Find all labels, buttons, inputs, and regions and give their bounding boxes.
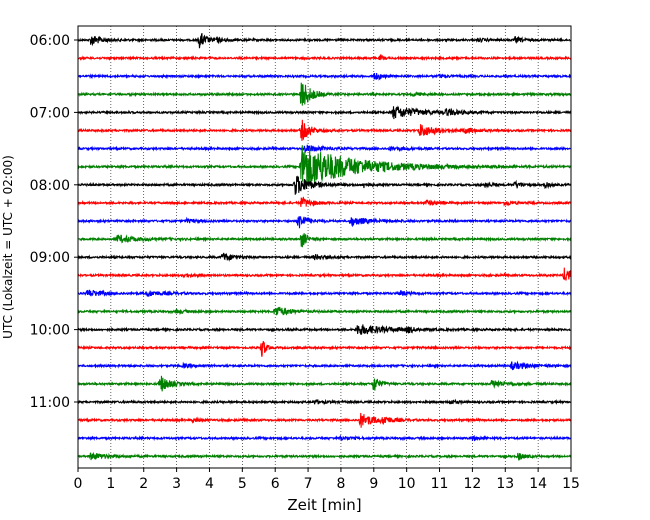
trace-0630 xyxy=(77,73,572,81)
x-axis-ticks: 0 1 2 3 4 5 6 7 8 9 10 11 12 13 14 15 xyxy=(74,468,580,492)
trace-0900 xyxy=(77,252,572,262)
x-tick-label: 11 xyxy=(431,476,449,492)
y-tick-label: 07:00 xyxy=(30,105,70,121)
trace-0845 xyxy=(77,233,572,248)
trace-0645 xyxy=(77,82,572,106)
x-tick-label: 14 xyxy=(529,476,547,492)
trace-1100 xyxy=(77,398,572,406)
trace-1045 xyxy=(77,375,572,392)
trace-0730 xyxy=(77,144,572,153)
y-tick-label: 06:00 xyxy=(30,33,70,49)
x-tick-label: 15 xyxy=(562,476,580,492)
x-tick-label: 8 xyxy=(336,476,345,492)
trace-1000 xyxy=(77,324,572,335)
trace-0915 xyxy=(77,267,572,281)
trace-0700 xyxy=(77,105,572,120)
trace-1145 xyxy=(77,451,572,461)
x-tick-label: 1 xyxy=(106,476,115,492)
x-tick-label: 6 xyxy=(271,476,280,492)
y-tick-label: 11:00 xyxy=(30,395,70,411)
trace-1115 xyxy=(77,412,572,428)
y-axis-ticks: 06:00 07:00 08:00 09:00 10:00 11:00 xyxy=(30,33,78,411)
trace-0745 xyxy=(77,145,572,186)
y-tick-label: 08:00 xyxy=(30,178,70,194)
trace-0930 xyxy=(77,289,572,297)
trace-0830 xyxy=(77,216,572,229)
trace-0815 xyxy=(77,196,572,208)
x-tick-label: 3 xyxy=(172,476,181,492)
x-tick-label: 5 xyxy=(238,476,247,492)
x-tick-label: 9 xyxy=(369,476,378,492)
y-tick-label: 10:00 xyxy=(30,323,70,339)
trace-0615 xyxy=(77,54,572,62)
x-tick-label: 10 xyxy=(398,476,416,492)
trace-0715 xyxy=(77,119,572,141)
y-axis-label: UTC (Lokalzeit = UTC + 02:00) xyxy=(1,155,15,339)
x-tick-label: 4 xyxy=(205,476,214,492)
y-tick-label: 09:00 xyxy=(30,250,70,266)
traces xyxy=(77,32,572,461)
x-tick-label: 13 xyxy=(496,476,514,492)
trace-0600 xyxy=(77,32,572,49)
x-axis-label: Zeit [min] xyxy=(287,496,361,514)
trace-0945 xyxy=(77,306,572,316)
x-tick-label: 2 xyxy=(139,476,148,492)
plot-background xyxy=(78,26,571,468)
trace-1015 xyxy=(77,340,572,357)
x-tick-label: 0 xyxy=(74,476,83,492)
trace-1030 xyxy=(77,360,572,371)
plot-frame xyxy=(77,25,572,469)
trace-1130 xyxy=(77,434,572,442)
x-tick-label: 7 xyxy=(304,476,313,492)
x-tick-label: 12 xyxy=(463,476,481,492)
trace-0800 xyxy=(77,175,572,195)
